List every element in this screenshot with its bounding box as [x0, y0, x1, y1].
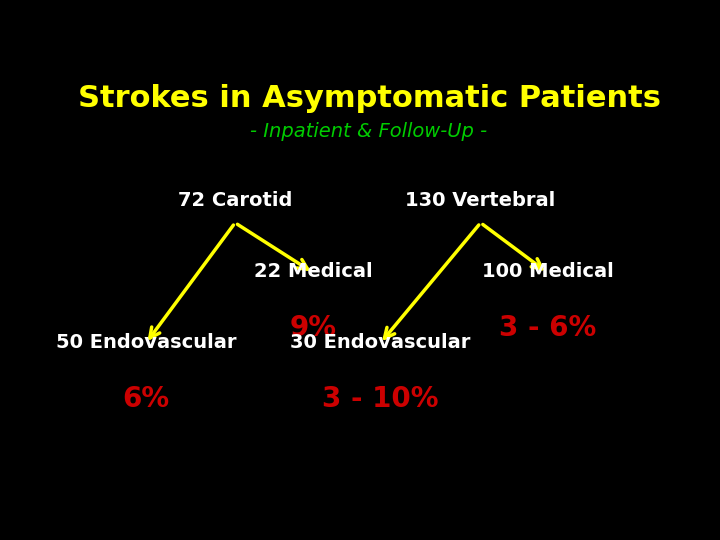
Text: 100 Medical: 100 Medical: [482, 262, 613, 281]
Text: 22 Medical: 22 Medical: [254, 262, 372, 281]
Text: 130 Vertebral: 130 Vertebral: [405, 191, 556, 210]
Text: Strokes in Asymptomatic Patients: Strokes in Asymptomatic Patients: [78, 84, 660, 112]
Text: 50 Endovascular: 50 Endovascular: [55, 333, 236, 352]
Text: 3 - 6%: 3 - 6%: [499, 314, 596, 342]
Text: 9%: 9%: [289, 314, 337, 342]
Text: 6%: 6%: [122, 385, 169, 413]
Text: 3 - 10%: 3 - 10%: [322, 385, 438, 413]
Text: 30 Endovascular: 30 Endovascular: [290, 333, 470, 352]
Text: 72 Carotid: 72 Carotid: [178, 191, 292, 210]
Text: - Inpatient & Follow-Up -: - Inpatient & Follow-Up -: [251, 122, 487, 141]
